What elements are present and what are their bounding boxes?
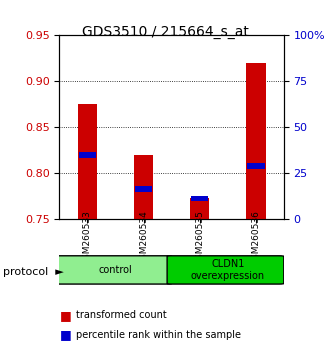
Bar	[247, 163, 265, 169]
Text: protocol  ►: protocol ►	[3, 267, 64, 277]
Bar	[135, 186, 152, 192]
Text: percentile rank within the sample: percentile rank within the sample	[76, 330, 241, 339]
Text: GSM260536: GSM260536	[251, 210, 260, 265]
Text: ■: ■	[59, 328, 71, 341]
Bar	[78, 104, 97, 219]
FancyBboxPatch shape	[55, 256, 172, 284]
FancyBboxPatch shape	[167, 256, 284, 284]
Text: GSM260533: GSM260533	[83, 210, 92, 265]
Text: GSM260534: GSM260534	[139, 210, 148, 264]
Text: ■: ■	[59, 309, 71, 321]
Text: CLDN1
overexpression: CLDN1 overexpression	[191, 259, 265, 281]
Bar	[79, 152, 96, 158]
Text: GSM260535: GSM260535	[195, 210, 204, 265]
Text: GDS3510 / 215664_s_at: GDS3510 / 215664_s_at	[82, 25, 248, 39]
Bar	[134, 155, 153, 219]
Text: transformed count: transformed count	[76, 310, 167, 320]
Bar	[191, 195, 209, 201]
Bar	[246, 63, 266, 219]
Text: control: control	[99, 265, 132, 275]
Bar	[190, 198, 210, 219]
